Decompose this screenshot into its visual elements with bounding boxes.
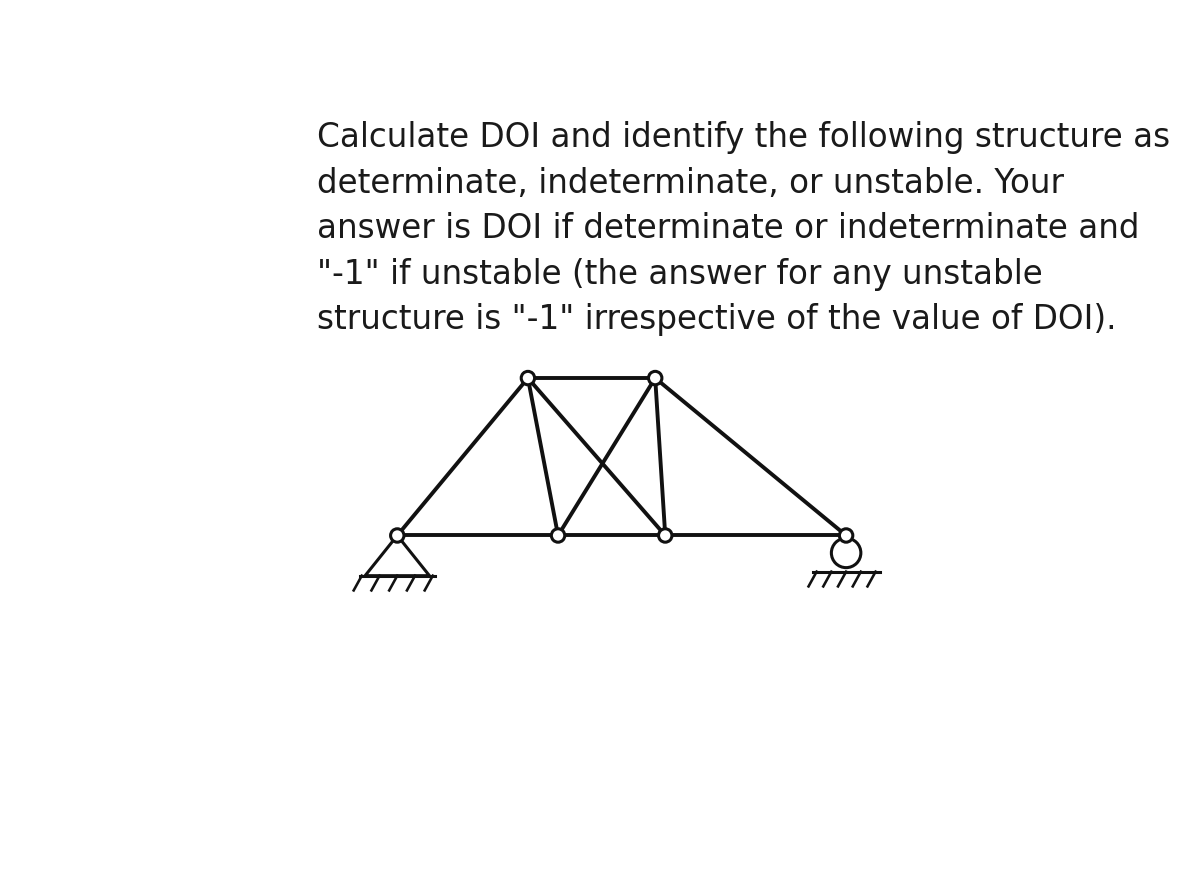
- Circle shape: [832, 539, 860, 568]
- Text: Calculate DOI and identify the following structure as: Calculate DOI and identify the following…: [317, 121, 1170, 154]
- Circle shape: [551, 529, 565, 542]
- Text: "-1" if unstable (the answer for any unstable: "-1" if unstable (the answer for any uns…: [317, 257, 1043, 290]
- Circle shape: [840, 529, 853, 542]
- Circle shape: [521, 372, 535, 385]
- Text: structure is "-1" irrespective of the value of DOI).: structure is "-1" irrespective of the va…: [317, 303, 1116, 336]
- Text: answer is DOI if determinate or indeterminate and: answer is DOI if determinate or indeterm…: [317, 212, 1139, 245]
- Circle shape: [390, 529, 404, 542]
- Circle shape: [659, 529, 672, 542]
- Circle shape: [648, 372, 662, 385]
- Text: determinate, indeterminate, or unstable. Your: determinate, indeterminate, or unstable.…: [317, 167, 1064, 200]
